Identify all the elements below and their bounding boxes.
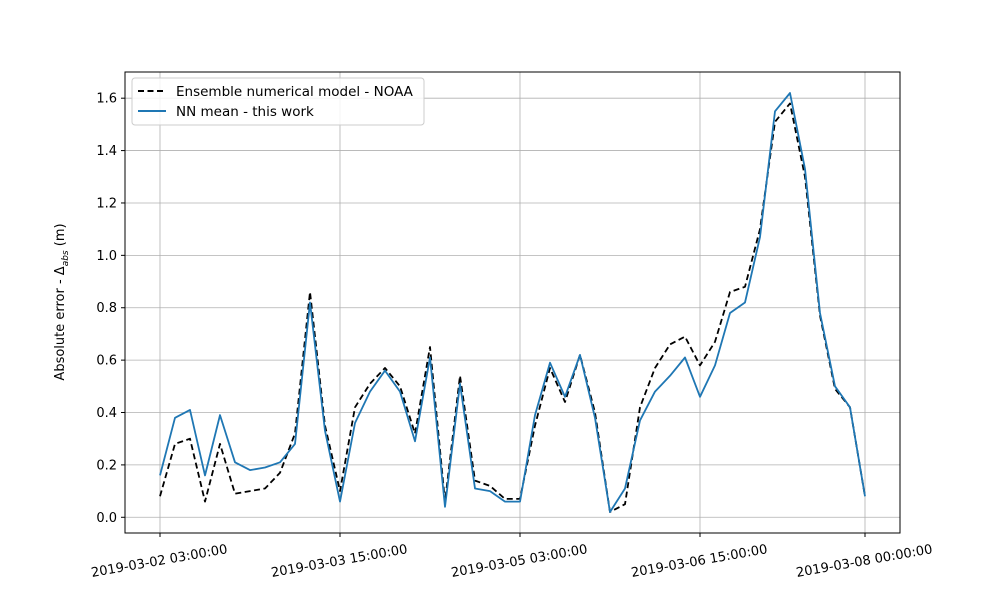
legend: Ensemble numerical model - NOAA NN mean … <box>131 77 425 126</box>
legend-box <box>131 77 425 126</box>
series-line-nn <box>159 92 866 513</box>
y-tick-label: 0.8 <box>96 301 117 316</box>
legend-label-noaa: Ensemble numerical model - NOAA <box>176 84 414 100</box>
legend-label-nn: NN mean - this work <box>176 104 314 120</box>
y-tick-label: 1.2 <box>96 196 117 211</box>
y-tick-label: 0.0 <box>96 511 117 526</box>
y-tick-label: 1.4 <box>96 144 117 159</box>
y-tick-label: 0.4 <box>96 406 117 421</box>
y-tick-label: 1.6 <box>96 92 117 107</box>
y-axis-label: Absolute error - Δabs (m) <box>53 223 71 380</box>
y-tick-label: 0.6 <box>96 354 117 369</box>
y-tick-label: 0.2 <box>96 458 117 473</box>
y-tick-label: 1.0 <box>96 249 117 264</box>
plot-frame <box>124 71 901 534</box>
series-layer <box>159 92 866 513</box>
y-axis: 0.0 0.2 0.4 0.6 0.8 1.0 1.2 1.4 1.6 <box>96 92 125 526</box>
series-line-noaa <box>159 102 866 513</box>
